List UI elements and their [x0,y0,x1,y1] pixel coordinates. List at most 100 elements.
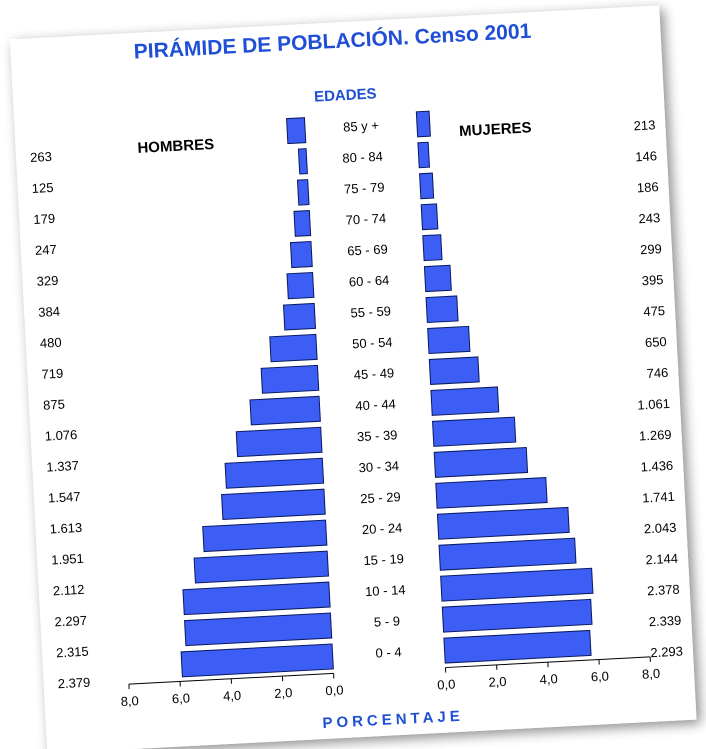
count-label: 746 [646,365,668,381]
count-label: 480 [40,335,62,351]
bar [425,295,459,324]
count-label: 243 [638,210,660,226]
count-label: 1.436 [640,458,673,475]
count-label: 263 [30,149,52,165]
x-tick-label: 0,0 [437,677,456,693]
x-tick-label: 0,0 [325,682,344,698]
bar [180,643,334,678]
bar [296,179,310,206]
bar [221,488,326,521]
category-label: 50 - 54 [352,334,393,351]
count-label: 719 [41,366,63,382]
count-label: 2.339 [648,613,681,630]
count-label: 2.144 [645,551,678,568]
count-label: 475 [643,303,665,319]
category-label: 0 - 4 [375,644,402,660]
x-tick-label: 6,0 [590,668,609,684]
category-label: 25 - 29 [360,489,401,506]
count-label: 1.061 [637,396,670,413]
count-label: 1.613 [49,520,82,537]
bar [440,567,594,602]
bar [423,264,452,293]
bar [184,612,333,647]
count-label: 2.297 [54,613,87,630]
count-label: 146 [635,148,657,164]
bar [286,271,315,300]
count-label: 2.378 [647,582,680,599]
bar [286,117,307,145]
bar [235,426,323,458]
bar [419,172,435,200]
series-name: MUJERES [459,119,532,140]
category-label: 75 - 79 [344,180,385,197]
count-label: 329 [36,273,58,289]
x-tick-label: 2,0 [274,685,293,701]
bar [289,240,313,269]
bar [282,302,317,331]
category-label: 80 - 84 [342,149,383,166]
count-label: 213 [633,117,655,133]
category-label: 55 - 59 [350,303,391,320]
count-label: 875 [43,397,65,413]
count-label: 1.269 [639,427,672,444]
category-label: 5 - 9 [374,613,401,629]
count-label: 2.043 [644,520,677,537]
count-label: 1.337 [46,458,79,475]
count-label: 2.112 [52,582,84,599]
category-label: 70 - 74 [345,211,386,228]
category-axis-label: EDADES [314,85,377,105]
count-label: 1.076 [44,427,77,444]
count-label: 179 [33,211,55,227]
x-tick-label: 2,0 [488,674,507,690]
bar [428,356,480,385]
count-label: 299 [640,241,662,257]
count-label: 395 [641,272,663,288]
bar [193,550,330,584]
x-tick-label: 6,0 [172,690,191,706]
series-name: HOMBRES [137,136,214,157]
card-background [9,5,697,749]
bar [182,581,331,616]
bar [415,110,431,138]
bar [432,416,517,447]
count-label: 2.379 [57,675,90,692]
category-label: 35 - 39 [357,427,398,444]
bar [224,457,325,489]
category-label: 85 y + [343,118,380,135]
count-label: 2.293 [650,644,683,661]
bar [430,386,500,416]
category-label: 15 - 19 [363,551,404,568]
count-label: 247 [35,242,57,258]
category-label: 40 - 44 [355,396,396,413]
category-label: 20 - 24 [361,520,402,537]
category-label: 10 - 14 [365,582,406,599]
bar [269,333,318,363]
bar [202,519,328,553]
card: PIRÁMIDE DE POBLACIÓN. Censo 2001 EDADES… [9,5,697,749]
bar [417,141,431,169]
count-label: 2.315 [56,644,89,661]
x-tick-label: 4,0 [223,688,242,704]
count-label: 650 [645,334,667,350]
count-label: 1.951 [51,551,84,568]
x-tick-label: 8,0 [120,693,139,709]
category-label: 45 - 49 [353,365,394,382]
bar [438,537,577,571]
count-label: 186 [636,179,658,195]
category-label: 30 - 34 [358,458,399,475]
count-label: 1.741 [642,489,675,506]
x-tick-label: 8,0 [642,666,661,682]
bar [427,325,471,355]
bar [420,203,439,231]
bar [443,629,592,664]
count-label: 125 [31,180,53,196]
bar [260,364,320,394]
bar [293,210,312,237]
bar [435,477,548,509]
bar [441,598,593,633]
count-label: 384 [38,304,60,320]
category-label: 65 - 69 [347,241,388,258]
bar [433,447,529,478]
bar [297,148,308,175]
